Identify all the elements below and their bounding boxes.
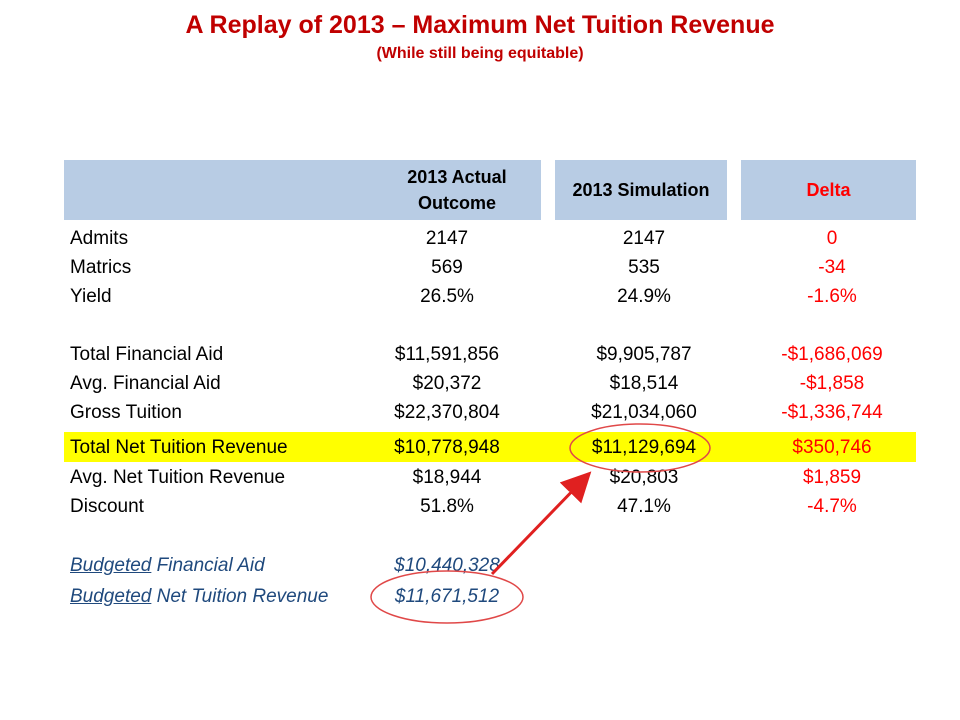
row-actual: 2147	[425, 228, 469, 249]
budget-label-text: Net Tuition Revenue	[156, 586, 329, 607]
row-label: Yield	[70, 286, 112, 307]
row-label: Avg. Net Tuition Revenue	[70, 467, 286, 488]
row-actual: 569	[431, 257, 463, 278]
row-label: Admits	[70, 228, 129, 249]
simulation-circle	[569, 423, 711, 473]
row-delta: 0	[826, 228, 838, 249]
row-simulation: 2147	[622, 228, 666, 249]
table-row: Admits 2147 2147 0	[64, 224, 916, 253]
table-row: Total Financial Aid $11,591,856 $9,905,7…	[64, 340, 916, 369]
row-label: Avg. Financial Aid	[70, 373, 221, 394]
row-label: Total Net Tuition Revenue	[70, 437, 288, 458]
row-actual: 51.8%	[420, 496, 474, 517]
annotation-arrow	[490, 471, 592, 576]
row-label: Matrics	[70, 257, 132, 278]
row-delta: $350,746	[792, 437, 872, 458]
row-label: Gross Tuition	[70, 402, 182, 423]
budget-label-text: Financial Aid	[156, 555, 265, 576]
budget-value: $10,440,328	[394, 555, 500, 576]
row-delta: -4.7%	[807, 496, 857, 517]
row-delta: -$1,858	[799, 373, 865, 394]
table-row: Gross Tuition $22,370,804 $21,034,060 -$…	[64, 398, 916, 427]
table-row: Matrics 569 535 -34	[64, 253, 916, 282]
table-row: Avg. Financial Aid $20,372 $18,514 -$1,8…	[64, 369, 916, 398]
table-row: Discount 51.8% 47.1% -4.7%	[64, 492, 916, 521]
budget-circle	[370, 570, 524, 624]
budget-row: Budgeted Net Tuition Revenue $11,671,512	[64, 582, 916, 611]
table-row-highlighted: Total Net Tuition Revenue $10,778,948 $1…	[64, 433, 916, 462]
row-simulation: 47.1%	[617, 496, 671, 517]
row-delta: $1,859	[802, 467, 862, 488]
table-row: Yield 26.5% 24.9% -1.6%	[64, 282, 916, 311]
row-actual: 26.5%	[420, 286, 474, 307]
header-cell-actual: 2013 Actual Outcome	[64, 160, 541, 220]
page-title: A Replay of 2013 – Maximum Net Tuition R…	[185, 11, 775, 39]
row-actual: $18,944	[412, 467, 482, 488]
budget-value: $11,671,512	[394, 586, 500, 607]
row-simulation: 535	[628, 257, 660, 278]
row-delta: -$1,336,744	[781, 402, 883, 423]
row-delta: -34	[818, 257, 846, 278]
row-simulation: $21,034,060	[591, 402, 697, 423]
header-delta: Delta	[741, 160, 916, 220]
row-delta: -$1,686,069	[781, 344, 883, 365]
budget-prefix: Budgeted	[70, 555, 152, 576]
row-simulation: 24.9%	[617, 286, 671, 307]
row-label: Discount	[70, 496, 144, 517]
header-actual-label: 2013 Actual Outcome	[407, 167, 507, 213]
row-label: Total Financial Aid	[70, 344, 224, 365]
budget-label: Budgeted Financial Aid	[70, 551, 265, 580]
row-actual: $22,370,804	[394, 402, 500, 423]
row-simulation: $9,905,787	[596, 344, 692, 365]
budget-row: Budgeted Financial Aid $10,440,328	[64, 551, 916, 580]
highlight-band	[64, 432, 916, 462]
row-delta: -1.6%	[807, 286, 857, 307]
page-subtitle: (While still being equitable)	[376, 45, 584, 62]
budget-label: Budgeted Net Tuition Revenue	[70, 582, 328, 611]
header-simulation: 2013 Simulation	[555, 160, 727, 220]
row-actual: $11,591,856	[394, 344, 500, 365]
budget-prefix: Budgeted	[70, 586, 152, 607]
row-simulation: $11,129,694	[591, 437, 697, 458]
row-simulation: $18,514	[609, 373, 679, 394]
row-actual: $10,778,948	[394, 437, 500, 458]
row-actual: $20,372	[412, 373, 482, 394]
